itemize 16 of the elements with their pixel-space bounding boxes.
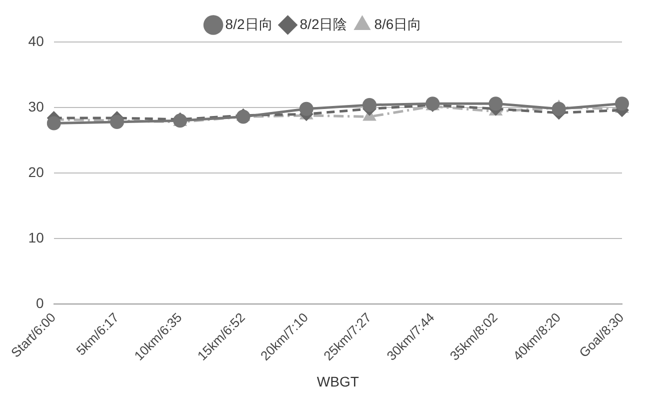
- point: [46, 116, 61, 130]
- y-tick-label: 20: [28, 164, 44, 180]
- point: [488, 96, 503, 111]
- y-tick-label: 10: [28, 230, 44, 246]
- y-tick-label: 40: [28, 32, 44, 49]
- point: [299, 102, 314, 116]
- legend-label: 8/2日向: [225, 16, 273, 32]
- legend-label: 8/2日陰: [300, 16, 348, 32]
- y-tick-label: 0: [36, 295, 44, 312]
- point: [362, 98, 376, 112]
- point: [615, 96, 629, 111]
- point: [552, 102, 566, 116]
- legend-label: 8/6日向: [374, 16, 422, 32]
- x-axis-title: WBGT: [316, 373, 360, 390]
- point: [110, 114, 124, 129]
- y-tick-label: 30: [28, 98, 44, 114]
